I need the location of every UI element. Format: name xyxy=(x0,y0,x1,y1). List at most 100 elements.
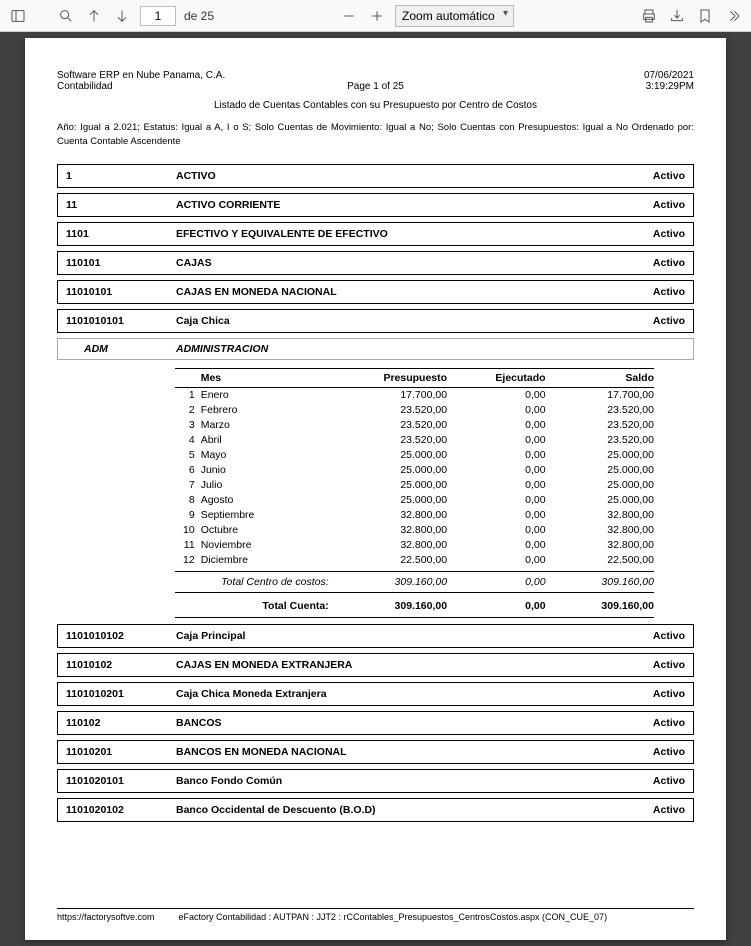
account-name: Caja Chica Moneda Extranjera xyxy=(176,688,653,700)
row-month: Junio xyxy=(201,464,339,476)
account-status: Activo xyxy=(653,630,685,642)
row-saldo: 23.520,00 xyxy=(546,404,654,416)
row-ejecutado: 0,00 xyxy=(447,494,546,506)
budget-row: 7Julio25.000,000,0025.000,00 xyxy=(175,478,654,493)
account-row: 11ACTIVO CORRIENTEActivo xyxy=(57,193,694,217)
row-num: 8 xyxy=(175,494,201,506)
page-footer: https://factorysoftve.com eFactory Conta… xyxy=(57,908,694,922)
row-ejecutado: 0,00 xyxy=(447,509,546,521)
filter-text: Año: Igual a 2.021; Estatus: Igual a A, … xyxy=(57,121,694,150)
row-presupuesto: 32.800,00 xyxy=(339,509,447,521)
zoom-in-icon[interactable] xyxy=(367,6,387,26)
account-name: EFECTIVO Y EQUIVALENTE DE EFECTIVO xyxy=(176,228,653,240)
account-status: Activo xyxy=(653,775,685,787)
row-ejecutado: 0,00 xyxy=(447,539,546,551)
footer-info: eFactory Contabilidad : AUTPAN : JJT2 : … xyxy=(179,912,608,922)
search-icon[interactable] xyxy=(56,6,76,26)
account-name: CAJAS EN MONEDA NACIONAL xyxy=(176,286,653,298)
cost-center-code: ADM xyxy=(84,343,176,355)
row-presupuesto: 23.520,00 xyxy=(339,434,447,446)
account-row: 11010201BANCOS EN MONEDA NACIONALActivo xyxy=(57,740,694,764)
account-name: Banco Fondo Común xyxy=(176,775,653,787)
row-num: 10 xyxy=(175,524,201,536)
row-month: Septiembre xyxy=(201,509,339,521)
account-code: 1101 xyxy=(66,228,176,240)
account-name: Banco Occidental de Descuento (B.O.D) xyxy=(176,804,653,816)
account-row: 1ACTIVOActivo xyxy=(57,164,694,188)
account-name: BANCOS EN MONEDA NACIONAL xyxy=(176,746,653,758)
row-month: Agosto xyxy=(201,494,339,506)
row-ejecutado: 0,00 xyxy=(447,404,546,416)
account-code: 11010102 xyxy=(66,659,176,671)
tools-icon[interactable] xyxy=(723,6,743,26)
account-code: 1101010201 xyxy=(66,688,176,700)
row-month: Noviembre xyxy=(201,539,339,551)
row-num: 3 xyxy=(175,419,201,431)
row-saldo: 23.520,00 xyxy=(546,434,654,446)
print-icon[interactable] xyxy=(639,6,659,26)
budget-table: Mes Presupuesto Ejecutado Saldo 1Enero17… xyxy=(175,368,654,618)
download-icon[interactable] xyxy=(667,6,687,26)
account-code: 1101010101 xyxy=(66,315,176,327)
row-ejecutado: 0,00 xyxy=(447,449,546,461)
budget-row: 1Enero17.700,000,0017.700,00 xyxy=(175,388,654,403)
row-saldo: 23.520,00 xyxy=(546,419,654,431)
row-presupuesto: 22.500,00 xyxy=(339,554,447,566)
row-ejecutado: 0,00 xyxy=(447,389,546,401)
account-name: Caja Chica xyxy=(176,315,653,327)
row-num: 1 xyxy=(175,389,201,401)
row-num: 5 xyxy=(175,449,201,461)
zoom-select[interactable]: Zoom automático xyxy=(395,5,514,27)
cost-center-row: ADM ADMINISTRACION xyxy=(57,338,694,360)
company-name: Software ERP en Nube Panama, C.A. xyxy=(57,70,225,81)
account-name: BANCOS xyxy=(176,717,653,729)
row-ejecutado: 0,00 xyxy=(447,434,546,446)
zoom-out-icon[interactable] xyxy=(339,6,359,26)
account-row: 1101010201Caja Chica Moneda ExtranjeraAc… xyxy=(57,682,694,706)
prev-page-icon[interactable] xyxy=(84,6,104,26)
account-status: Activo xyxy=(653,228,685,240)
pdf-page: Software ERP en Nube Panama, C.A. 07/06/… xyxy=(25,38,726,940)
footer-url: https://factorysoftve.com xyxy=(57,912,155,922)
row-presupuesto: 25.000,00 xyxy=(339,464,447,476)
row-num: 6 xyxy=(175,464,201,476)
zoom-select-wrap: Zoom automático xyxy=(395,5,514,27)
row-presupuesto: 23.520,00 xyxy=(339,419,447,431)
row-saldo: 25.000,00 xyxy=(546,494,654,506)
row-presupuesto: 32.800,00 xyxy=(339,539,447,551)
row-num: 9 xyxy=(175,509,201,521)
account-name: ACTIVO CORRIENTE xyxy=(176,199,653,211)
row-num: 7 xyxy=(175,479,201,491)
row-num: 11 xyxy=(175,539,201,551)
total-cc-e: 0,00 xyxy=(447,576,546,588)
cost-center-name: ADMINISTRACION xyxy=(176,343,268,355)
bookmark-icon[interactable] xyxy=(695,6,715,26)
row-saldo: 25.000,00 xyxy=(546,464,654,476)
row-saldo: 32.800,00 xyxy=(546,524,654,536)
row-month: Diciembre xyxy=(201,554,339,566)
row-num: 4 xyxy=(175,434,201,446)
account-status: Activo xyxy=(653,199,685,211)
pdf-toolbar: de 25 Zoom automático xyxy=(0,0,751,32)
row-ejecutado: 0,00 xyxy=(447,554,546,566)
page-number-input[interactable] xyxy=(140,6,176,26)
row-saldo: 17.700,00 xyxy=(546,389,654,401)
account-status: Activo xyxy=(653,688,685,700)
sidebar-toggle-icon[interactable] xyxy=(8,6,28,26)
next-page-icon[interactable] xyxy=(112,6,132,26)
account-code: 110102 xyxy=(66,717,176,729)
budget-row: 3Marzo23.520,000,0023.520,00 xyxy=(175,418,654,433)
row-ejecutado: 0,00 xyxy=(447,464,546,476)
budget-row: 5Mayo25.000,000,0025.000,00 xyxy=(175,448,654,463)
account-row: 11010101CAJAS EN MONEDA NACIONALActivo xyxy=(57,280,694,304)
account-row: 1101010102Caja PrincipalActivo xyxy=(57,624,694,648)
account-name: CAJAS EN MONEDA EXTRANJERA xyxy=(176,659,653,671)
total-ac-e: 0,00 xyxy=(447,600,546,612)
total-ac-s: 309.160,00 xyxy=(546,600,654,612)
account-code: 11 xyxy=(66,199,176,211)
document-viewer[interactable]: Software ERP en Nube Panama, C.A. 07/06/… xyxy=(0,32,751,946)
account-code: 110101 xyxy=(66,257,176,269)
budget-row: 9Septiembre32.800,000,0032.800,00 xyxy=(175,508,654,523)
account-row: 1101020101Banco Fondo ComúnActivo xyxy=(57,769,694,793)
account-code: 1 xyxy=(66,170,176,182)
